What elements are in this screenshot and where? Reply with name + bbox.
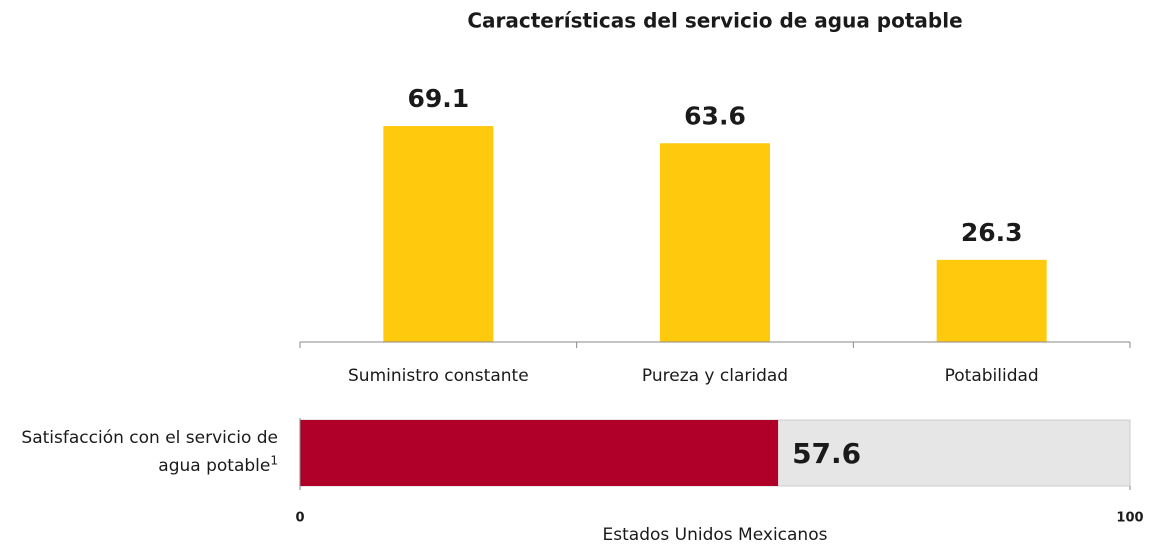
x-tick-label: Pureza y claridad bbox=[642, 366, 788, 386]
footnote-mark: 1 bbox=[270, 453, 278, 468]
x-tick-label: 100 bbox=[1116, 511, 1143, 526]
x-tick-label: 0 bbox=[295, 511, 304, 526]
data-label: 69.1 bbox=[407, 84, 469, 113]
x-tick-label: Potabilidad bbox=[945, 366, 1039, 386]
data-label: 57.6 bbox=[792, 437, 861, 470]
bar bbox=[936, 259, 1047, 342]
x-tick-label: Suministro constante bbox=[348, 366, 529, 386]
chart-title: Características del servicio de agua pot… bbox=[467, 9, 962, 33]
data-label: 26.3 bbox=[961, 218, 1023, 247]
y-category-label: Satisfacción con el servicio de agua pot… bbox=[8, 424, 278, 480]
data-label: 63.6 bbox=[684, 101, 746, 130]
category-text: Satisfacción con el servicio de agua pot… bbox=[21, 428, 278, 476]
bar bbox=[300, 420, 779, 486]
bar bbox=[383, 126, 494, 342]
x-axis-label: Estados Unidos Mexicanos bbox=[603, 525, 828, 545]
bar bbox=[660, 143, 770, 342]
